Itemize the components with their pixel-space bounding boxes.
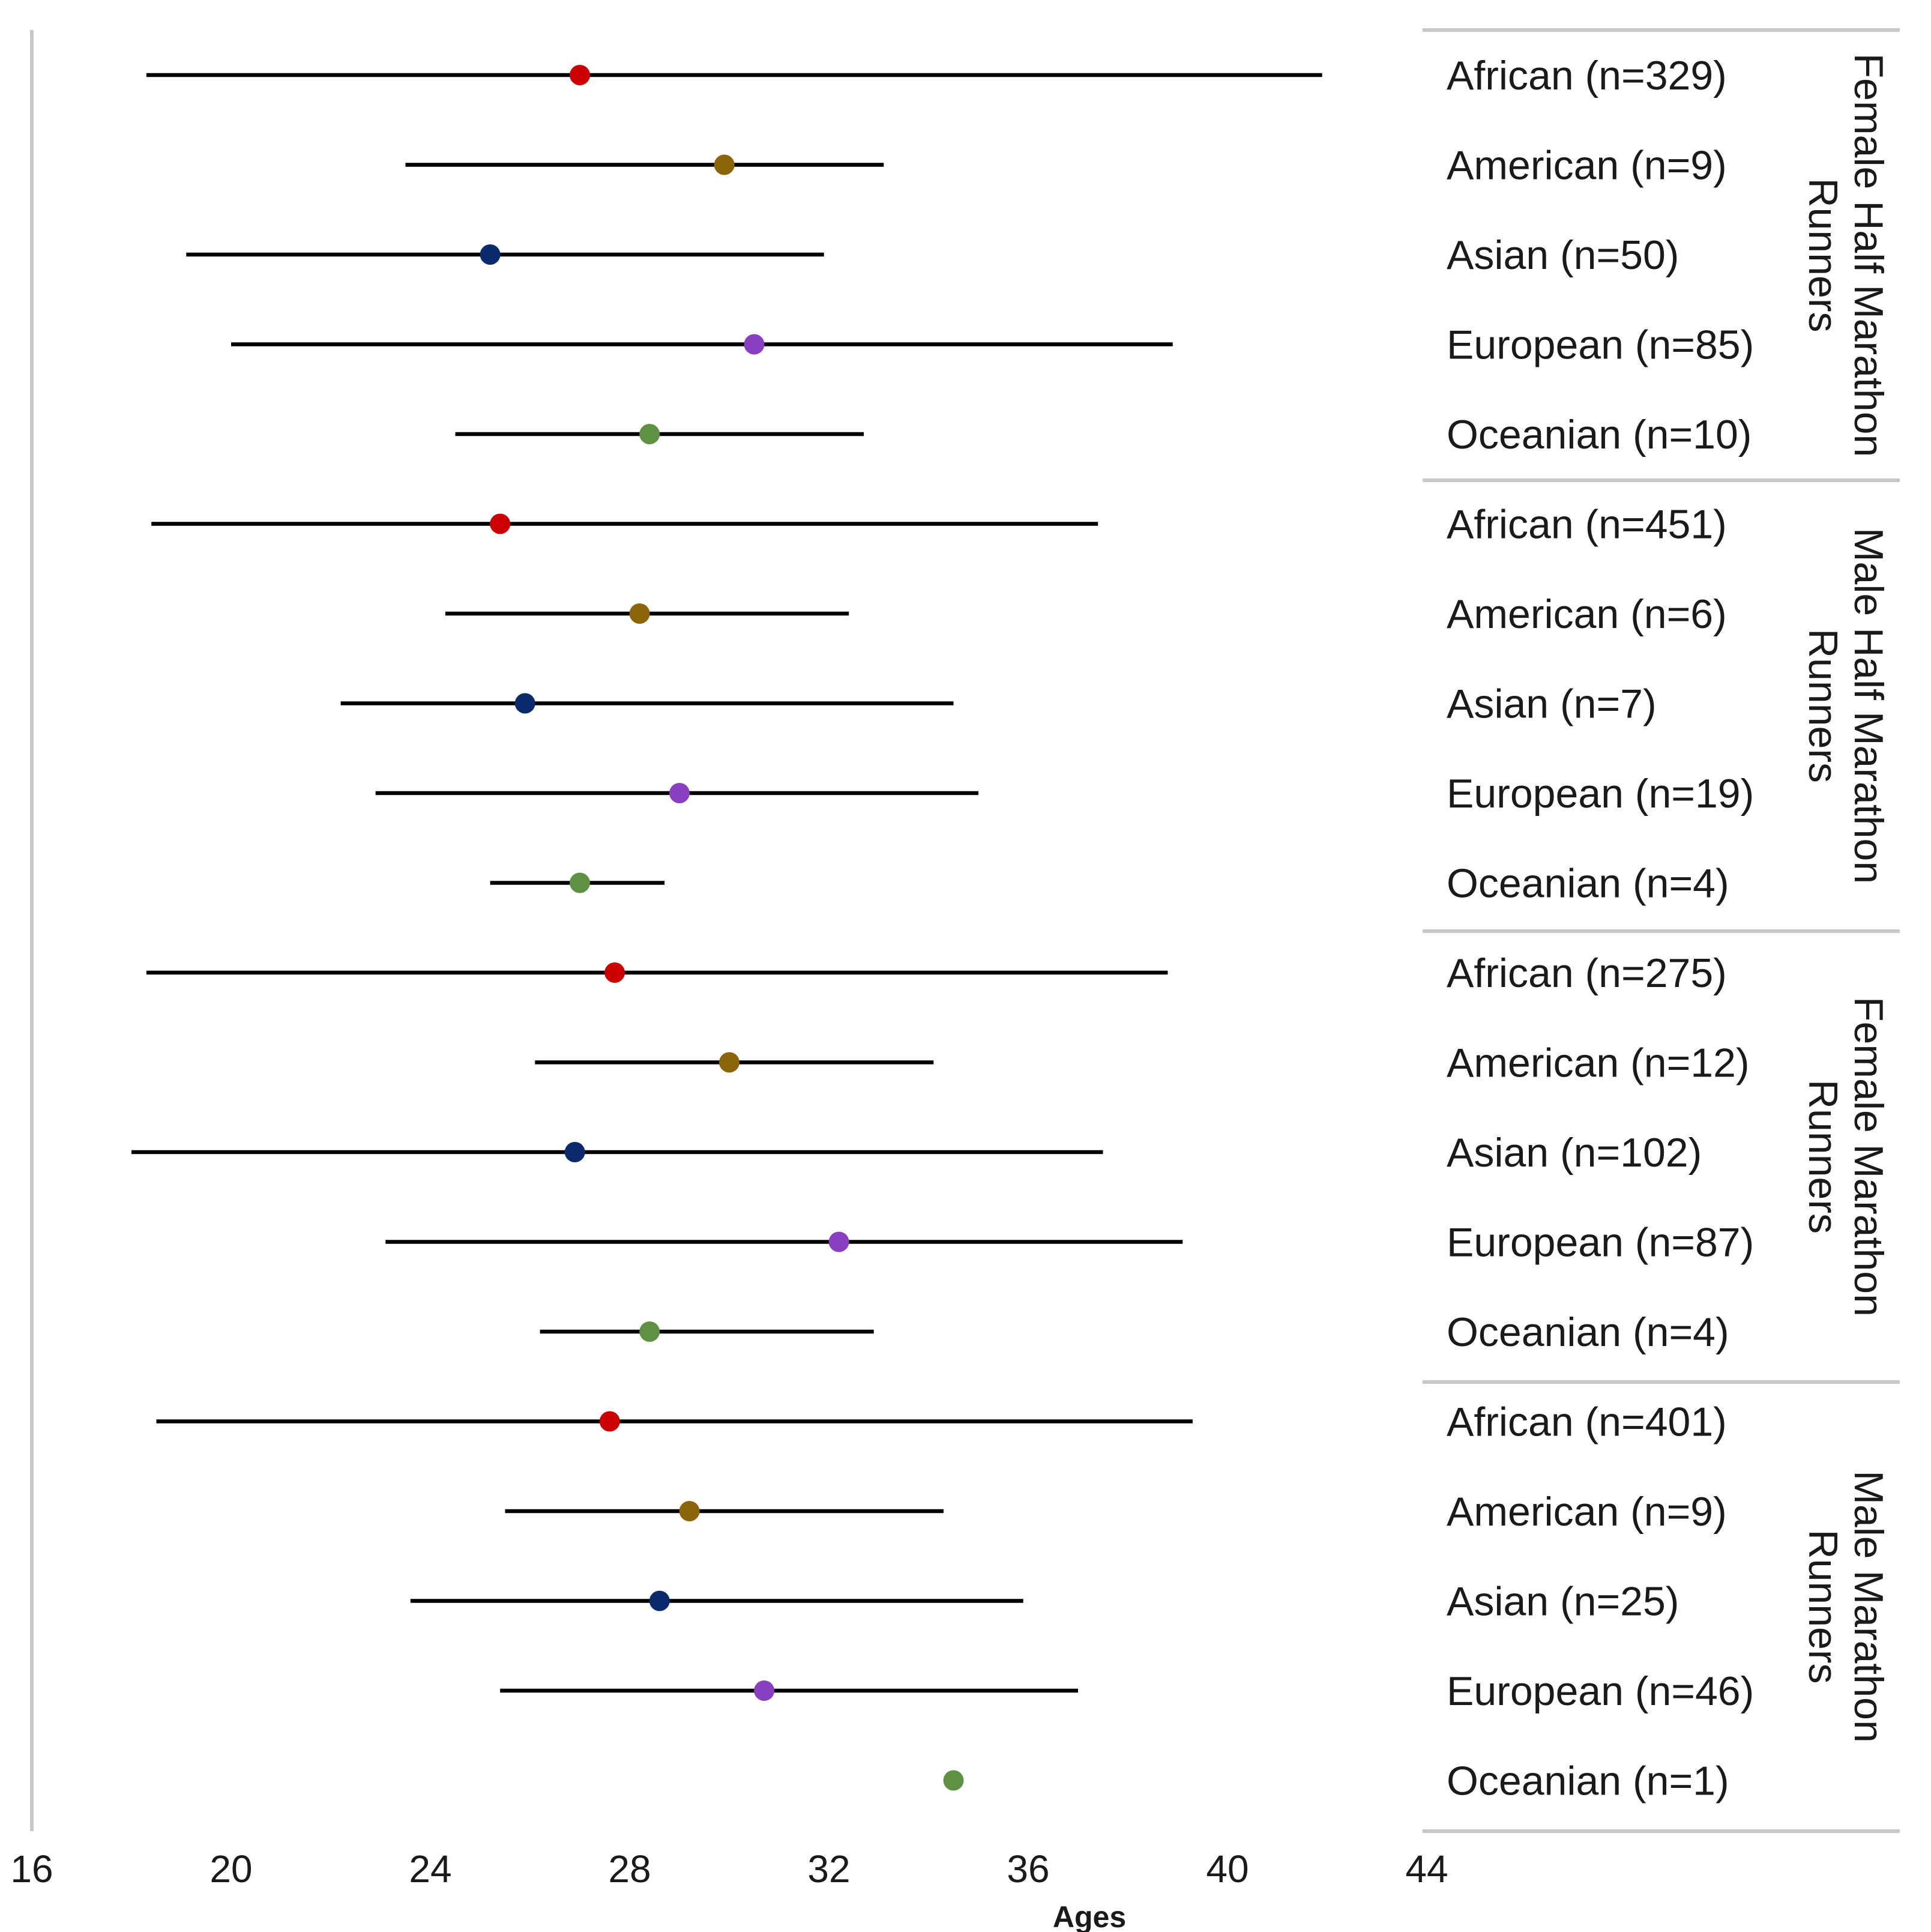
- group-label-line-1-2: Runners: [1800, 178, 1846, 332]
- row-label-g4-american: American (n=9): [1447, 1489, 1727, 1535]
- group-label-1: Female Half MarathonRunners: [1800, 53, 1891, 457]
- facet-group-1: [146, 65, 1322, 444]
- row-label-g2-asian: Asian (n=7): [1447, 681, 1657, 727]
- row-label-g3-oceanian: Oceanian (n=4): [1447, 1309, 1729, 1355]
- mean-point-g1-european: [744, 334, 765, 355]
- row-label-g1-european: European (n=85): [1447, 322, 1754, 368]
- mean-point-g4-american: [679, 1501, 700, 1521]
- row-label-g1-african: African (n=329): [1447, 53, 1727, 98]
- mean-point-g3-oceanian: [639, 1321, 660, 1342]
- facet-group-2: [151, 513, 1098, 893]
- row-label-g4-asian: Asian (n=25): [1447, 1579, 1679, 1625]
- row-label-g2-european: European (n=19): [1447, 771, 1754, 817]
- row-label-g4-african: African (n=401): [1447, 1399, 1727, 1445]
- mean-point-g1-oceanian: [639, 424, 660, 444]
- group-label-4: Male MarathonRunners: [1800, 1470, 1891, 1743]
- row-label-g2-american: American (n=6): [1447, 591, 1727, 637]
- row-label-g1-asian: Asian (n=50): [1447, 232, 1679, 278]
- x-tick-label-28: 28: [608, 1847, 651, 1891]
- row-label-g4-european: European (n=46): [1447, 1668, 1754, 1714]
- x-tick-label-40: 40: [1206, 1847, 1249, 1891]
- x-axis-title: Ages: [1053, 1900, 1126, 1932]
- row-label-g3-european: European (n=87): [1447, 1220, 1754, 1266]
- row-label-g1-american: American (n=9): [1447, 143, 1727, 189]
- mean-point-g4-oceanian: [943, 1770, 964, 1791]
- facet-group-3: [131, 962, 1183, 1342]
- group-label-line-3-2: Runners: [1800, 1079, 1846, 1234]
- group-label-line-1-1: Female Half Marathon: [1846, 53, 1891, 457]
- mean-point-g3-african: [604, 962, 625, 983]
- row-label-g3-african: African (n=275): [1447, 950, 1727, 996]
- row-label-g2-african: African (n=451): [1447, 502, 1727, 548]
- mean-point-g4-european: [754, 1680, 775, 1701]
- row-label-g4-oceanian: Oceanian (n=1): [1447, 1758, 1729, 1804]
- mean-point-g2-african: [490, 513, 511, 534]
- row-label-g1-oceanian: Oceanian (n=10): [1447, 412, 1752, 457]
- row-label-g3-asian: Asian (n=102): [1447, 1130, 1702, 1176]
- mean-point-g1-asian: [480, 244, 501, 265]
- mean-point-g3-european: [828, 1231, 849, 1252]
- mean-point-g1-african: [570, 65, 590, 85]
- group-label-line-4-1: Male Marathon: [1846, 1470, 1891, 1743]
- facet-group-4: [156, 1411, 1193, 1791]
- x-tick-label-36: 36: [1007, 1847, 1049, 1891]
- mean-point-g4-asian: [649, 1590, 670, 1611]
- group-label-3: Female MarathonRunners: [1800, 997, 1891, 1317]
- group-label-2: Male Half MarathonRunners: [1800, 528, 1891, 884]
- mean-point-g4-african: [599, 1411, 620, 1432]
- mean-point-g2-asian: [514, 693, 535, 714]
- x-tick-label-20: 20: [209, 1847, 252, 1891]
- mean-point-g1-american: [714, 154, 735, 175]
- facet-label-panel: African (n=329) American (n=9) Asian (n=50…: [1423, 28, 1900, 1833]
- x-tick-label-24: 24: [409, 1847, 451, 1891]
- mean-point-g2-european: [669, 783, 690, 803]
- x-axis: 16 20 24 28 32 36 40 44 Ages: [10, 30, 1448, 1932]
- group-label-line-2-2: Runners: [1800, 629, 1846, 783]
- mean-point-g3-asian: [564, 1142, 585, 1162]
- mean-point-g2-american: [629, 603, 650, 624]
- x-tick-label-44: 44: [1405, 1847, 1448, 1891]
- x-tick-label-16: 16: [10, 1847, 53, 1891]
- mean-point-g3-american: [719, 1052, 740, 1073]
- group-label-line-4-2: Runners: [1800, 1529, 1846, 1683]
- plot-area: [131, 65, 1322, 1791]
- row-label-g2-oceanian: Oceanian (n=4): [1447, 861, 1729, 907]
- row-label-g3-american: American (n=12): [1447, 1040, 1750, 1086]
- x-tick-label-32: 32: [807, 1847, 850, 1891]
- group-label-line-3-1: Female Marathon: [1846, 997, 1891, 1317]
- mean-point-g2-oceanian: [570, 872, 590, 893]
- group-label-line-2-1: Male Half Marathon: [1846, 528, 1891, 884]
